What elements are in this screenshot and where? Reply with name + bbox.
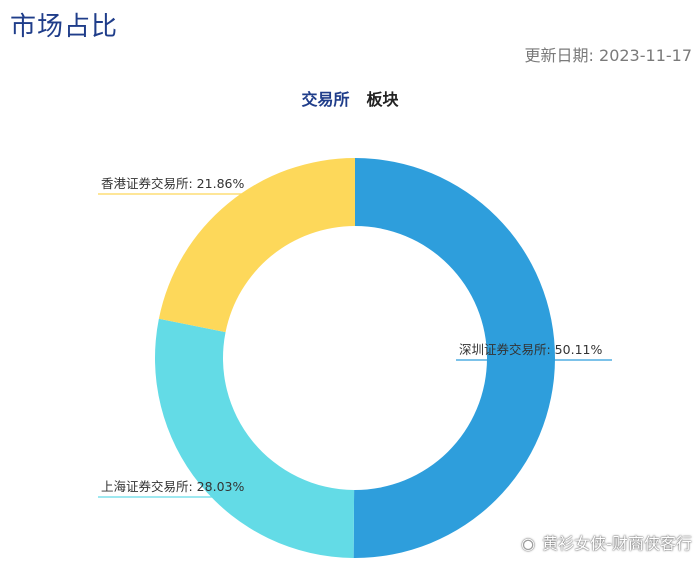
tab-bar: 交易所 板块 <box>0 86 700 110</box>
watermark: ◉ 黄衫女侠-财商侠客行 <box>521 530 692 554</box>
slice-label-1: 上海证券交易所: 28.03% <box>101 479 244 494</box>
update-date: 更新日期: 2023-11-17 <box>525 42 692 66</box>
weibo-icon: ◉ <box>521 534 536 553</box>
donut-slice-0[interactable] <box>353 158 555 558</box>
donut-slice-2[interactable] <box>158 158 355 333</box>
donut-slice-1[interactable] <box>155 318 355 558</box>
page-title: 市场占比 <box>10 12 119 42</box>
watermark-text: 黄衫女侠-财商侠客行 <box>542 534 692 553</box>
update-label: 更新日期: <box>524 46 594 65</box>
slice-label-0: 深圳证券交易所: 50.11% <box>459 342 602 357</box>
tab-sector[interactable]: 板块 <box>366 90 399 109</box>
tab-exchange[interactable]: 交易所 <box>301 90 350 109</box>
slice-label-2: 香港证券交易所: 21.86% <box>101 176 244 191</box>
update-date-value: 2023-11-17 <box>599 46 692 65</box>
